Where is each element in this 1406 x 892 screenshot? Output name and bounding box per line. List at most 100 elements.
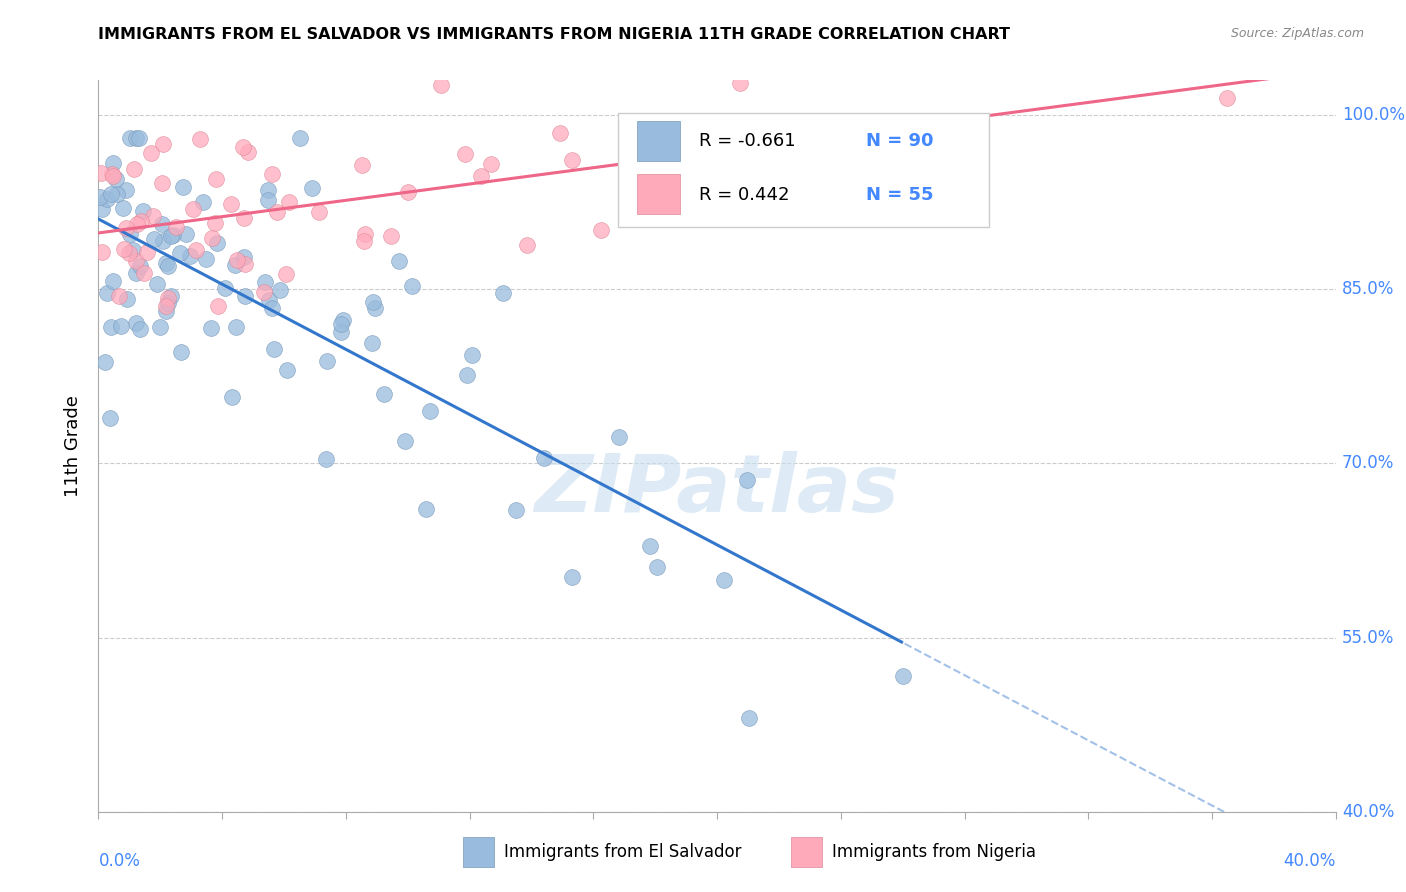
Point [214,281,236,295]
Point [101,155,124,169]
Point [737,711,759,725]
Point [141,146,163,161]
Point [479,157,502,171]
Y-axis label: 11th Grade: 11th Grade [65,395,83,497]
Point [332,312,354,326]
Point [124,131,146,145]
Point [645,559,668,574]
Text: ZIPatlas: ZIPatlas [534,450,900,529]
Point [263,343,285,357]
Point [122,161,145,176]
Point [172,179,194,194]
Point [516,237,538,252]
Point [225,319,247,334]
Point [94,355,117,369]
Point [401,278,423,293]
Point [107,186,129,201]
Text: Immigrants from El Salvador: Immigrants from El Salvador [505,843,742,861]
Point [713,573,735,587]
Point [181,202,204,216]
Point [89,190,111,204]
Point [201,231,224,245]
Point [269,283,291,297]
Point [361,336,384,351]
Point [114,220,136,235]
Point [207,299,229,313]
Text: 70.0%: 70.0% [1341,454,1395,473]
Point [142,209,165,223]
Point [276,363,298,377]
Point [205,235,228,250]
Point [607,430,630,444]
Point [160,289,183,303]
Point [548,126,571,140]
Point [111,201,134,215]
Point [115,183,138,197]
Point [226,253,249,268]
Point [110,318,132,333]
Point [257,293,280,307]
Point [891,669,914,683]
Point [127,217,149,231]
Point [505,503,527,517]
Point [253,275,276,289]
Point [150,217,173,231]
Point [561,153,583,167]
Point [308,205,330,219]
Point [236,145,259,160]
Point [101,169,124,184]
Point [533,451,555,466]
Point [221,390,243,404]
Point [174,227,197,241]
Point [100,320,122,334]
Point [205,172,228,186]
Point [460,348,482,362]
Point [316,353,339,368]
Text: Source: ZipAtlas.com: Source: ZipAtlas.com [1230,27,1364,40]
Text: 85.0%: 85.0% [1341,280,1395,298]
Point [591,223,613,237]
Point [430,78,453,92]
Point [162,228,184,243]
Point [353,234,375,248]
Point [492,286,515,301]
Point [118,227,141,241]
Point [373,387,395,401]
Point [136,244,159,259]
Point [396,185,419,199]
Point [131,214,153,228]
Point [204,216,226,230]
Point [232,250,254,264]
Bar [637,174,681,214]
Point [394,434,416,449]
Text: 40.0%: 40.0% [1284,852,1336,870]
Point [195,252,218,267]
Point [101,274,124,288]
Point [90,166,112,180]
Point [152,235,174,249]
Point [115,292,138,306]
FancyBboxPatch shape [619,113,990,227]
Point [118,131,141,145]
Point [315,452,337,467]
Point [156,291,179,305]
Bar [464,838,495,867]
Point [156,295,179,310]
Point [361,294,384,309]
Point [152,136,174,151]
Point [350,158,373,172]
Text: 100.0%: 100.0% [1341,106,1405,124]
Point [128,131,150,145]
Point [232,140,254,154]
Point [169,246,191,260]
Point [288,131,311,145]
Point [150,177,173,191]
Point [419,404,441,418]
Point [256,193,278,207]
Point [134,266,156,280]
Point [179,249,201,263]
Point [128,259,150,273]
Point [125,266,148,280]
Point [728,76,751,90]
Point [193,194,215,209]
